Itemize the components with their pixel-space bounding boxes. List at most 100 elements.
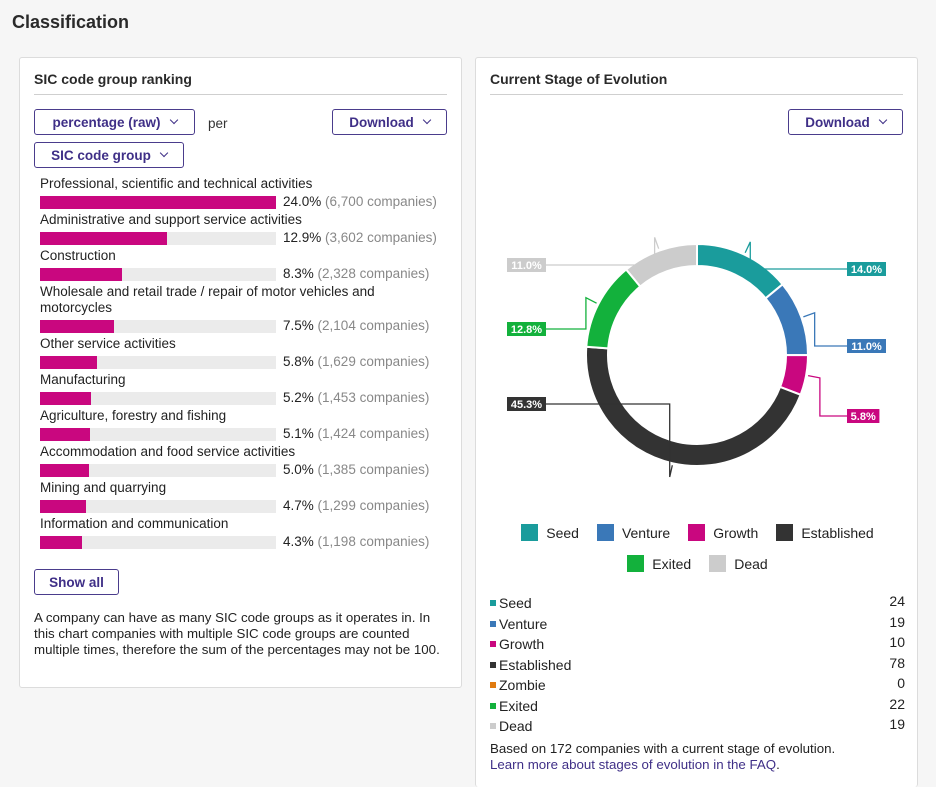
ranking-bar [40,428,91,441]
ranking-percent: 4.7% [283,498,314,513]
ranking-label: Wholesale and retail trade / repair of m… [40,284,375,315]
legend-swatch [776,524,794,541]
download-button[interactable]: Download [788,109,903,135]
legend-item[interactable]: Dead [709,555,768,572]
ranking-bar-track [40,320,276,333]
ranking-percent: 5.2% [283,390,314,405]
legend-item[interactable]: Growth [688,524,758,541]
sic-footnote: A company can have as many SIC code grou… [34,610,440,657]
donut-data-label: 45.3% [507,397,546,411]
stage-name: Zombie [499,677,546,694]
legend-item[interactable]: Seed [521,524,579,541]
ranking-bar-track [40,536,276,549]
show-all-button[interactable]: Show all [34,569,119,595]
ranking-row: Mining and quarrying 4.7% (1,299 companie… [40,480,455,516]
ranking-row: Construction 8.3% (2,328 companies) [40,248,455,284]
donut-label-text: 12.8% [511,324,542,336]
donut-slice-exited[interactable] [585,268,642,350]
donut-slice-seed[interactable] [696,242,784,300]
ranking-percent: 5.1% [283,426,314,441]
ranking-bar-track [40,464,276,477]
based-on-note: Based on 172 companies with a current st… [490,741,835,773]
ranking-count: (1,424 companies) [317,426,430,441]
stage-row: Growth 10 [490,634,905,655]
ranking-label: Information and communication [40,516,229,531]
stage-name: Venture [499,615,548,632]
donut-data-label: 11.0% [507,258,546,272]
donut-data-label: 12.8% [507,322,546,336]
download-button-label: Download [805,114,870,130]
legend-item[interactable]: Venture [596,524,670,541]
legend-swatch [627,555,645,572]
ranking-percent: 4.3% [283,534,314,549]
metric-select-label: percentage (raw) [52,114,161,130]
stage-count: 78 [889,654,905,671]
stage-count: 0 [897,675,905,691]
chart-legend: Seed Venture Growth Established [476,524,919,541]
ranking-percent: 5.8% [283,354,314,369]
donut-label-text: 45.3% [511,399,542,411]
stage-name: Growth [499,636,545,653]
legend-swatch [596,524,614,541]
ranking-label: Accommodation and food service activitie… [40,444,296,459]
legend-item[interactable]: Exited [627,555,691,572]
download-button[interactable]: Download [332,109,447,135]
ranking-bar-track [40,196,276,209]
group-select-label: SIC code group [51,147,151,163]
ranking-row: Manufacturing 5.2% (1,453 companies) [40,372,455,408]
stage-count: 22 [889,695,905,712]
stage-row: Exited 22 [490,696,905,717]
sic-ranking-title: SIC code group ranking [34,71,447,95]
stage-count: 10 [889,634,905,650]
legend-label: Established [801,524,874,541]
ranking-percent: 8.3% [283,266,314,281]
ranking-count: (2,104 companies) [317,318,430,333]
ranking-bar-track [40,392,276,405]
ranking-row: Agriculture, forestry and fishing 5.1% (1… [40,408,455,444]
sic-ranking-list: Professional, scientific and technical a… [40,176,455,552]
donut-leader-line [744,241,847,270]
ranking-row: Information and communication 4.3% (1,198… [40,516,455,552]
donut-data-label: 11.0% [847,339,886,353]
stage-row: Venture 19 [490,614,905,635]
donut-slice-dead[interactable] [624,242,698,288]
legend-swatch [521,524,539,541]
ranking-percent: 5.0% [283,462,314,477]
stage-name: Seed [499,595,532,612]
group-select[interactable]: SIC code group [34,142,184,168]
stage-row: Zombie 0 [490,675,905,696]
donut-leader-line [546,296,597,330]
donut-data-label: 5.8% [847,409,880,423]
ranking-row: Professional, scientific and technical a… [40,176,455,212]
donut-slice-established[interactable] [585,345,802,467]
ranking-label: Agriculture, forestry and fishing [40,408,227,423]
stage-color-dot [490,661,496,668]
donut-label-text: 11.0% [511,260,542,272]
legend-item[interactable]: Established [776,524,874,541]
faq-link[interactable]: Learn more about stages of evolution in … [490,757,777,772]
ranking-bar [40,320,114,333]
donut-label-text: 14.0% [851,264,882,276]
stage-count-table: Seed 24 Venture 19 Growth 10 Established 78 Zomb… [490,593,905,737]
ranking-bar [40,464,90,477]
ranking-bar-track [40,356,276,369]
stage-evolution-title: Current Stage of Evolution [490,71,903,95]
legend-label: Exited [652,555,692,572]
ranking-row: Administrative and support service activ… [40,212,455,248]
donut-slice-venture[interactable] [764,282,810,357]
ranking-row: Accommodation and food service activitie… [40,444,455,480]
ranking-row: Other service activities 5.8% (1,629 comp… [40,336,455,372]
ranking-label: Administrative and support service activ… [40,212,302,227]
stage-color-dot [490,723,496,730]
ranking-count: (6,700 companies) [325,194,437,209]
metric-select[interactable]: percentage (raw) [34,109,195,135]
donut-leader-line [546,403,673,478]
stage-color-dot [490,682,496,689]
stage-color-dot [490,600,496,607]
ranking-count: (1,629 companies) [317,354,430,369]
ranking-label: Other service activities [40,336,176,351]
ranking-count: (1,299 companies) [317,498,430,513]
ranking-bar [40,500,87,513]
page-title: Classification [12,12,130,32]
ranking-percent: 7.5% [283,318,314,333]
